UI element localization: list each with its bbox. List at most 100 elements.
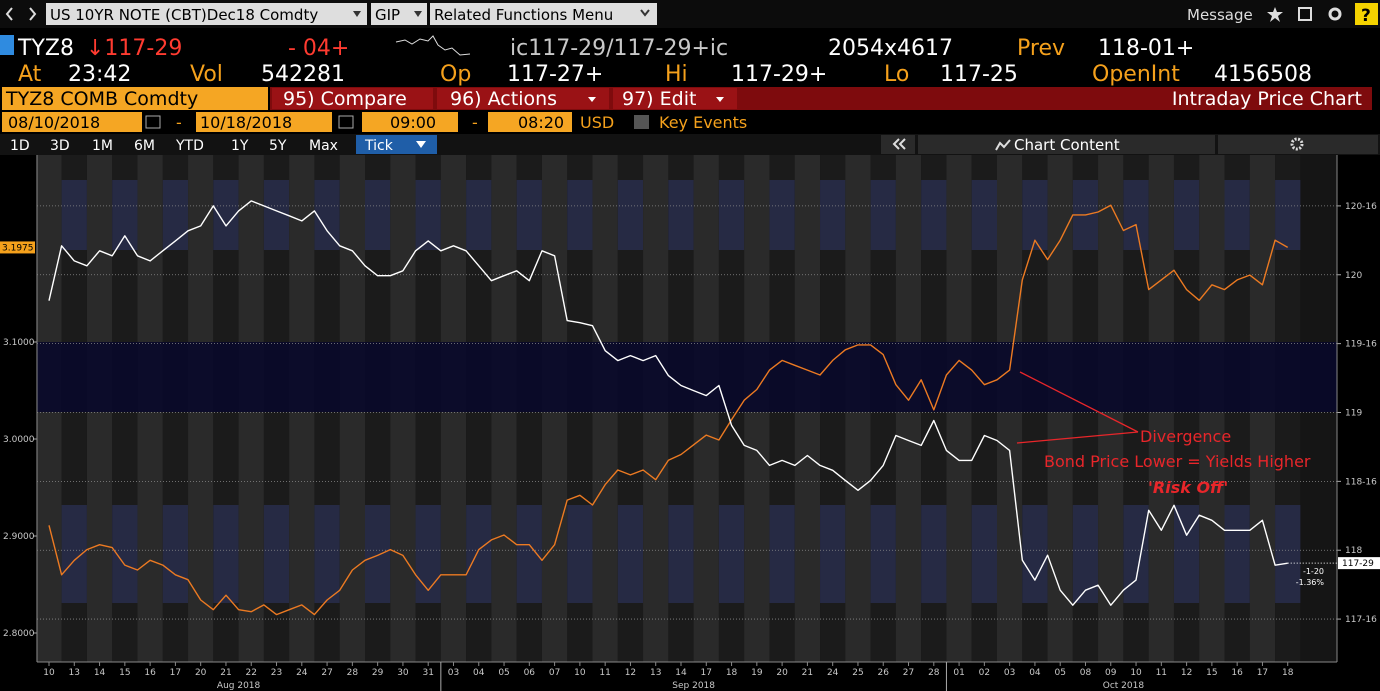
chart-content: Chart Content xyxy=(1014,136,1120,154)
dropdown-arrow xyxy=(716,97,724,102)
security-box[interactable] xyxy=(46,3,367,25)
session-band xyxy=(466,505,492,603)
oi-label: OpenInt xyxy=(1092,62,1180,87)
calendar-icon[interactable] xyxy=(338,115,354,129)
range-button[interactable]: 1M xyxy=(92,138,113,154)
checkbox[interactable] xyxy=(634,115,649,129)
compare-button[interactable] xyxy=(272,88,433,109)
range-button[interactable]: YTD xyxy=(175,138,204,154)
export-icon[interactable] xyxy=(1298,7,1312,21)
session-band xyxy=(617,180,644,250)
session-band xyxy=(668,505,694,603)
x-tick-label: 15 xyxy=(1206,668,1217,678)
back-arrow[interactable] xyxy=(5,7,13,21)
range-button[interactable]: Max xyxy=(309,138,338,154)
session-band xyxy=(162,180,189,250)
session-band xyxy=(365,180,391,250)
separator: - xyxy=(472,113,478,132)
separator: - xyxy=(176,113,182,132)
x-tick-label: 06 xyxy=(524,668,536,678)
low: 117-25 xyxy=(940,62,1018,87)
dropdown-arrow xyxy=(640,9,650,17)
session-band xyxy=(1072,505,1099,603)
ticker: TYZ8 xyxy=(17,36,74,61)
y2-tick-label: 117-16 xyxy=(1345,615,1377,625)
time: 23:42 xyxy=(68,62,131,87)
session-band xyxy=(668,180,694,250)
range-button[interactable]: Tick xyxy=(364,138,394,154)
x-tick-label: 13 xyxy=(69,668,80,678)
x-tick-label: 25 xyxy=(852,668,863,678)
chart-content-button[interactable] xyxy=(918,135,1215,154)
range-button[interactable]: 1D xyxy=(10,138,30,154)
x-tick-label: 18 xyxy=(1282,668,1294,678)
message[interactable]: Message xyxy=(1187,6,1253,24)
x-tick-label: 02 xyxy=(979,668,990,678)
calendar-icon[interactable] xyxy=(145,115,161,129)
range-button[interactable]: 3D xyxy=(50,138,70,154)
currency: GIP xyxy=(375,6,400,24)
session-band xyxy=(1275,505,1301,603)
session-band xyxy=(769,505,795,603)
edit-button[interactable] xyxy=(613,88,737,109)
month-label: Sep 2018 xyxy=(672,681,715,691)
x-tick-label: 24 xyxy=(827,668,839,678)
end-time-box[interactable] xyxy=(488,112,572,132)
x-tick-label: 05 xyxy=(1054,668,1065,678)
currency-box[interactable] xyxy=(371,3,427,25)
menu-box[interactable] xyxy=(430,3,657,25)
start-date-box[interactable] xyxy=(2,112,142,132)
currency-label: USD xyxy=(580,113,614,132)
x-tick-label: 14 xyxy=(94,668,106,678)
x-tick-label: 13 xyxy=(650,668,661,678)
y2-tick-label: 120 xyxy=(1345,271,1362,281)
session-band xyxy=(263,180,290,250)
x-tick-label: 30 xyxy=(397,668,409,678)
y2-tick-label: 118-16 xyxy=(1345,477,1377,487)
x-tick-label: 31 xyxy=(422,668,433,678)
range-button[interactable]: 6M xyxy=(134,138,155,154)
y-tick-label: 3.0000 xyxy=(3,435,35,445)
session-band xyxy=(314,180,340,250)
session-band xyxy=(61,180,87,250)
security-field[interactable] xyxy=(2,87,268,110)
settings-button[interactable] xyxy=(1218,135,1378,154)
x-tick-label: 07 xyxy=(549,668,560,678)
last-label: 117-29 xyxy=(1342,559,1374,569)
actions-button[interactable] xyxy=(437,88,609,109)
last-label: 3.1975 xyxy=(2,243,34,253)
help-box[interactable] xyxy=(1355,3,1378,25)
range-button[interactable]: 1Y xyxy=(231,138,249,154)
start-date: 08/10/2018 xyxy=(8,113,100,132)
annotation-line xyxy=(1016,431,1139,444)
key-events: Key Events xyxy=(659,113,747,132)
session-band xyxy=(1173,180,1200,250)
session-band xyxy=(1123,505,1149,603)
function-item: 97) Edit xyxy=(622,88,696,110)
session-band xyxy=(516,505,542,603)
star-icon[interactable] xyxy=(1267,7,1283,22)
x-tick-label: 03 xyxy=(1004,668,1015,678)
session-band xyxy=(314,505,340,603)
x-tick-label: 10 xyxy=(1130,668,1142,678)
start-time: 09:00 xyxy=(390,113,436,132)
start-time-box[interactable] xyxy=(362,112,458,132)
range-button[interactable]: 5Y xyxy=(269,138,287,154)
session-band xyxy=(1173,505,1200,603)
settings-icon[interactable] xyxy=(1328,7,1342,21)
collapse-button[interactable] xyxy=(881,135,915,154)
session-band xyxy=(567,505,593,603)
menu: Related Functions Menu xyxy=(434,6,613,24)
month-label: Oct 2018 xyxy=(1103,681,1145,691)
x-tick-label: 16 xyxy=(144,668,156,678)
open-interest: 4156508 xyxy=(1214,62,1312,87)
x-tick-label: 21 xyxy=(802,668,813,678)
y-tick-label: 3.1000 xyxy=(3,338,35,348)
x-tick-label: 01 xyxy=(953,668,964,678)
end-date-box[interactable] xyxy=(196,112,332,132)
dropdown-arrow xyxy=(414,11,422,17)
sparkline xyxy=(395,35,471,56)
session-band xyxy=(466,180,492,250)
session-band xyxy=(921,505,947,603)
forward-arrow[interactable] xyxy=(29,7,37,21)
